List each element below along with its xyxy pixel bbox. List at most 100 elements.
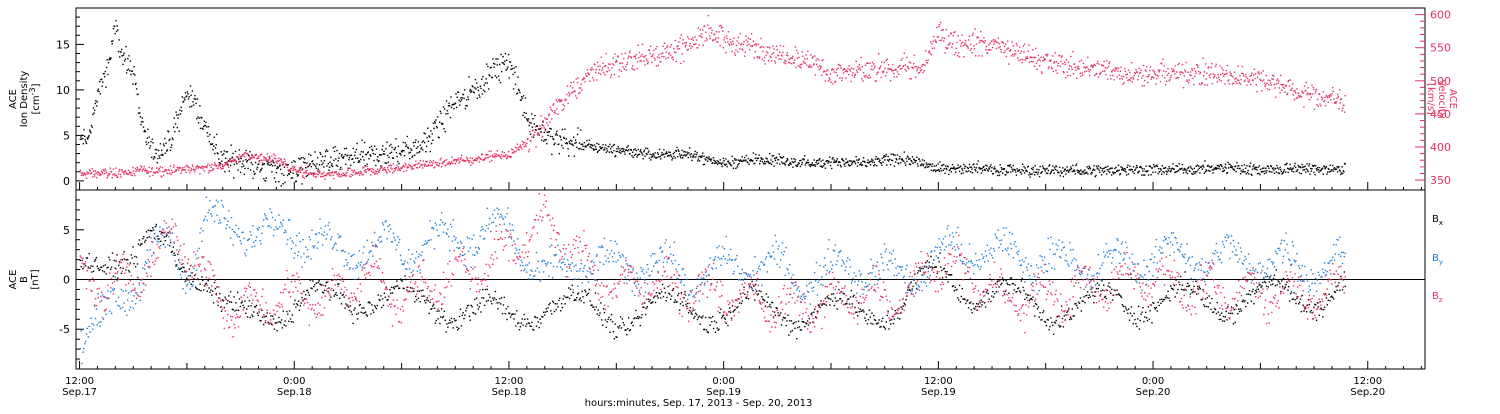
density-point [534,115,535,116]
density-point [335,158,336,159]
density-point [1307,169,1308,170]
density-point [326,149,327,150]
velocity-point [143,168,144,169]
density-point [371,149,372,150]
velocity-point [644,56,645,57]
density-point [991,167,992,168]
bx-point [776,308,777,309]
velocity-point [161,176,162,177]
velocity-point [911,78,912,79]
density-axis-label: ACEIon Density[cm-3] [8,71,42,128]
density-point [541,131,542,132]
velocity-point [1103,61,1104,62]
velocity-point [477,158,478,159]
velocity-point [1263,79,1264,80]
velocity-point [631,57,632,58]
density-tick-label: 15 [56,38,70,51]
density-point [331,165,332,166]
velocity-point [458,158,459,159]
density-point [319,152,320,153]
velocity-point [747,41,748,42]
velocity-point [1048,66,1049,67]
velocity-point [1149,74,1150,75]
density-point [986,168,987,169]
density-point [798,163,799,164]
bx-point [614,338,615,339]
density-point [893,154,894,155]
density-point [168,131,169,132]
density-point [89,130,90,131]
velocity-point [830,73,831,74]
density-point [205,122,206,123]
velocity-point [1130,80,1131,81]
density-point [1115,167,1116,168]
velocity-point [1338,108,1339,109]
density-point [813,164,814,165]
density-point [731,156,732,157]
density-point [1230,167,1231,168]
density-point [957,168,958,169]
bx-point [197,288,198,289]
density-point [1265,168,1266,169]
density-point [240,172,241,173]
density-point [1012,170,1013,171]
velocity-point [218,165,219,166]
density-point [896,159,897,160]
velocity-point [765,63,766,64]
density-point [773,166,774,167]
velocity-point [268,159,269,160]
velocity-point [133,170,134,171]
density-point [530,134,531,135]
velocity-point [730,42,731,43]
velocity-point [496,156,497,157]
velocity-point [740,33,741,34]
velocity-point [641,60,642,61]
density-point [272,165,273,166]
bx-point [240,306,241,307]
density-point [1251,175,1252,176]
bx-point [547,311,548,312]
density-point [178,114,179,115]
velocity-point [706,39,707,40]
density-point [704,164,705,165]
density-point [324,156,325,157]
density-point [824,164,825,165]
density-point [1080,169,1081,170]
velocity-point [763,60,764,61]
velocity-point [891,70,892,71]
bx-point [463,318,464,319]
bx-point [575,299,576,300]
bx-point [253,311,254,312]
velocity-point [549,122,550,123]
density-point [769,153,770,154]
bx-point [837,300,838,301]
density-point [412,157,413,158]
bx-point [801,329,802,330]
velocity-point [1016,45,1017,46]
bx-point [310,280,311,281]
density-point [355,152,356,153]
bx-point [437,318,438,319]
bx-point [601,319,602,320]
bx-point [709,325,710,326]
density-point [1102,168,1103,169]
density-point [329,162,330,163]
velocity-point [1058,63,1059,64]
velocity-point [843,72,844,73]
bx-point [825,298,826,299]
velocity-point [197,165,198,166]
velocity-point [1092,65,1093,66]
density-point [420,145,421,146]
density-point [888,160,889,161]
velocity-point [1046,55,1047,56]
density-point [453,104,454,105]
density-point [574,143,575,144]
density-point [312,160,313,161]
density-point [1202,168,1203,169]
velocity-point [455,163,456,164]
velocity-point [1176,71,1177,72]
density-point [250,169,251,170]
velocity-point [734,52,735,53]
density-point [926,162,927,163]
velocity-point [555,113,556,114]
